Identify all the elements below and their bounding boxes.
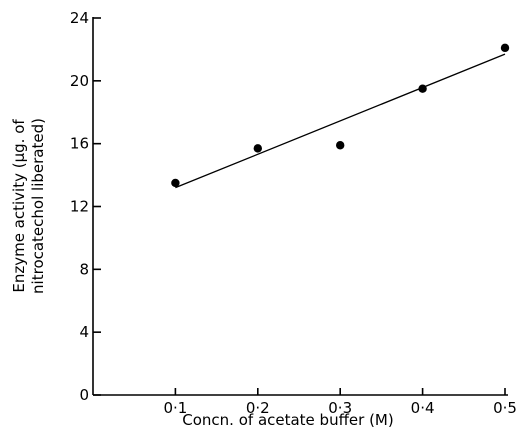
y-axis-title-line-1: Enzyme activity (μg. of [10,119,28,293]
y-tick-label: 20 [70,72,89,90]
y-tick-label: 12 [70,198,89,216]
data-points [171,43,510,188]
fit-line-group [175,53,506,189]
y-ticks: 0 4 8 12 16 20 24 [70,9,101,404]
x-tick-label: 0·5 [493,399,517,417]
x-axis-title: Concn. of acetate buffer (M) [182,411,393,429]
y-tick-label: 16 [70,135,89,153]
x-tick-label: 0·1 [163,399,187,417]
x-ticks: 0·1 0·2 0·3 0·4 0·5 [163,388,517,417]
y-tick-label: 4 [79,323,89,341]
y-tick-label: 8 [79,260,89,278]
y-axis-title-line-2: nitrocatechol liberated) [29,118,47,294]
data-point [418,84,427,93]
y-tick-label: 0 [79,386,89,404]
x-tick-label: 0·3 [328,399,352,417]
y-axis-title: Enzyme activity (μg. of nitrocatechol li… [10,118,47,294]
data-point [171,178,180,188]
data-point [253,144,262,153]
x-tick-label: 0·4 [411,399,435,417]
regression-line [175,53,506,189]
y-tick-label: 24 [70,9,89,27]
data-point [336,141,345,150]
data-point [500,43,510,53]
axes [92,17,508,396]
x-tick-label: 0·2 [246,399,270,417]
